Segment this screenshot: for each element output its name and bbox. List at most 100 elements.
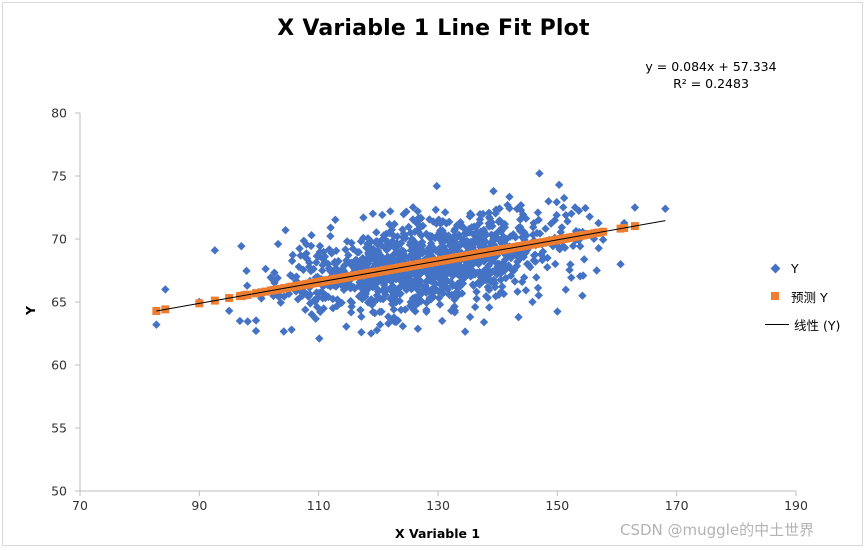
data-point-y [414, 241, 423, 250]
data-point-y [567, 209, 576, 218]
data-point-y [457, 275, 467, 285]
data-point-y [440, 208, 450, 217]
data-point-y [552, 210, 561, 220]
data-point-y [415, 270, 425, 279]
data-point-y [387, 225, 396, 234]
data-point-y [224, 306, 234, 316]
data-point-y [337, 298, 346, 308]
data-point-y [396, 281, 406, 291]
data-point-y [585, 212, 594, 221]
data-point-y [382, 286, 391, 295]
data-point-y [368, 209, 378, 218]
data-point-y [404, 253, 413, 262]
data-point-y [395, 240, 404, 249]
data-point-y [276, 298, 285, 307]
data-point-y [372, 228, 381, 237]
data-point-y [455, 242, 464, 251]
data-point-y [391, 317, 401, 327]
data-point-y [402, 285, 411, 294]
data-point-y [516, 201, 526, 210]
data-point-y [273, 239, 283, 249]
data-point-y [454, 263, 464, 272]
data-point-y [475, 215, 485, 224]
data-point-y [517, 277, 527, 287]
data-point-y [581, 203, 590, 213]
y-tick-label: 60 [51, 358, 67, 373]
data-point-y [557, 223, 567, 232]
data-point-y [531, 257, 540, 266]
data-point-y [466, 237, 475, 247]
y-tick-label: 80 [51, 106, 67, 121]
data-point-y [344, 251, 353, 260]
data-point-y [395, 296, 404, 306]
data-point-y [398, 225, 407, 234]
data-point-y [301, 305, 310, 314]
data-point-y [288, 250, 297, 260]
data-point-y [437, 316, 447, 326]
data-point-y [444, 217, 454, 227]
data-point-y [503, 200, 512, 210]
data-point-y [331, 259, 340, 269]
data-point-y [594, 218, 603, 228]
data-point-y [210, 246, 220, 255]
x-tick-label: 130 [426, 498, 450, 513]
data-point-y [408, 268, 418, 278]
data-point-y [418, 221, 428, 231]
data-point-y [532, 228, 542, 238]
data-point-y [630, 203, 640, 212]
data-point-y [287, 325, 296, 334]
data-point-y [556, 227, 565, 237]
x-tick-label: 70 [72, 498, 88, 513]
data-point-y [485, 303, 494, 312]
data-point-y [279, 327, 289, 336]
data-point-y [515, 226, 525, 235]
data-point-y [579, 255, 589, 264]
data-point-y [407, 284, 416, 294]
data-point-y [435, 300, 445, 309]
data-point-y [378, 210, 387, 220]
data-point-y [543, 262, 552, 272]
y-tick-label: 75 [51, 169, 67, 184]
data-point-y [442, 232, 451, 241]
data-point-y [499, 232, 508, 242]
x-tick-label: 110 [307, 498, 331, 513]
data-point-y [404, 222, 413, 232]
data-point-y [436, 245, 446, 254]
data-point-y [481, 230, 491, 240]
data-point-y [481, 292, 491, 301]
data-point-y [552, 197, 561, 207]
data-point-y [512, 261, 522, 271]
data-point-y [452, 221, 462, 230]
data-point-y [412, 218, 421, 227]
data-point-y [242, 266, 251, 276]
data-point-y [345, 280, 355, 290]
data-point-y [479, 266, 489, 275]
data-point-y [497, 287, 506, 297]
data-point-y [398, 271, 407, 280]
data-point-y [386, 207, 395, 216]
data-point-y [406, 246, 416, 255]
data-point-y [463, 265, 472, 274]
data-point-y [566, 260, 575, 269]
data-point-y [435, 274, 444, 284]
data-point-y [270, 268, 279, 277]
data-point-y [347, 238, 356, 248]
data-point-y [432, 181, 442, 191]
data-point-y [535, 169, 544, 178]
data-point-y [367, 300, 377, 310]
data-point-y [261, 264, 270, 274]
data-point-y [341, 245, 350, 254]
data-point-y [452, 283, 462, 292]
data-point-y [402, 207, 411, 216]
data-point-y [359, 213, 368, 222]
data-point-y [152, 320, 161, 329]
data-point-y [318, 294, 327, 303]
data-point-y [574, 206, 584, 215]
data-point-y [416, 213, 425, 223]
data-point-y [307, 310, 316, 319]
data-point-y [357, 312, 366, 321]
y-tick-label: 65 [51, 295, 67, 310]
x-tick-label: 150 [545, 498, 569, 513]
data-point-y [494, 217, 504, 227]
data-point-y [498, 282, 507, 291]
